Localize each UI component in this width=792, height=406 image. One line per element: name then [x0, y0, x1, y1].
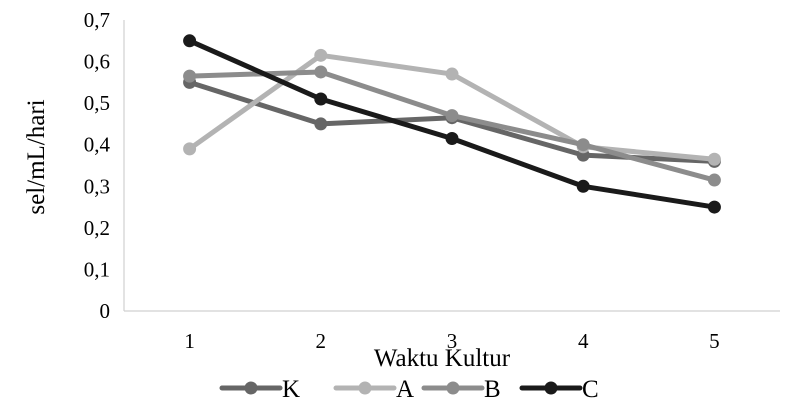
- data-point: [708, 201, 721, 214]
- data-point: [446, 109, 459, 122]
- y-tick-label: 0,6: [84, 50, 110, 74]
- y-tick-label: 0,1: [84, 257, 110, 281]
- data-point: [708, 174, 721, 187]
- x-tick-label: 4: [578, 329, 589, 353]
- legend-item: C: [522, 376, 599, 403]
- x-tick-label: 1: [184, 329, 195, 353]
- y-tick-label: 0,4: [84, 133, 111, 157]
- y-tick-label: 0,7: [84, 8, 110, 32]
- x-tick-label: 2: [316, 329, 327, 353]
- legend-swatch-marker: [545, 382, 558, 395]
- data-point: [446, 132, 459, 145]
- data-point: [577, 138, 590, 151]
- data-point: [708, 153, 721, 166]
- y-tick-label: 0,2: [84, 216, 110, 240]
- data-point: [314, 117, 327, 130]
- y-axis-title: sel/mL/hari: [23, 99, 50, 214]
- series-layer: [183, 34, 721, 213]
- legend-label: C: [582, 376, 599, 403]
- legend-swatch-marker: [447, 382, 460, 395]
- series-b: [183, 65, 721, 186]
- legend-item: A: [336, 376, 414, 403]
- legend-label: K: [282, 376, 300, 403]
- series-line: [190, 72, 715, 180]
- y-tick-label: 0,5: [84, 91, 110, 115]
- legend-swatch-marker: [245, 382, 258, 395]
- axes: [124, 20, 780, 311]
- x-axis-title: Waktu Kultur: [374, 345, 511, 372]
- data-point: [183, 34, 196, 47]
- data-point: [446, 68, 459, 81]
- legend-label: A: [396, 376, 414, 403]
- y-tick-label: 0: [100, 299, 111, 323]
- data-point: [314, 49, 327, 62]
- legend-item: B: [424, 376, 501, 403]
- legend-swatch-marker: [359, 382, 372, 395]
- x-tick-label: 5: [709, 329, 720, 353]
- data-point: [314, 65, 327, 78]
- y-axis-ticks: 0 0,1 0,2 0,3 0,4 0,5 0,6 0,7: [84, 8, 111, 323]
- data-point: [183, 70, 196, 83]
- legend-label: B: [484, 376, 501, 403]
- legend-item: K: [222, 376, 300, 403]
- data-point: [314, 92, 327, 105]
- y-tick-label: 0,3: [84, 174, 110, 198]
- data-point: [183, 142, 196, 155]
- data-point: [577, 180, 590, 193]
